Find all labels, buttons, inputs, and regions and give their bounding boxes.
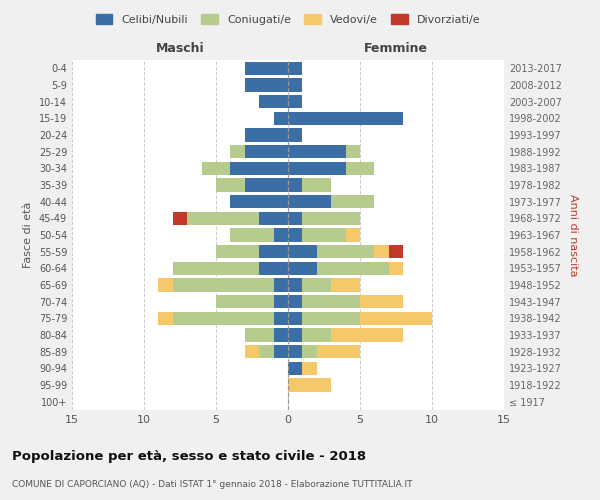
Bar [245,128,288,141]
Bar [274,312,288,325]
Bar [317,262,389,275]
Bar [288,62,302,75]
Bar [259,95,288,108]
Bar [302,178,331,192]
Bar [288,228,302,241]
Bar [288,245,317,258]
Bar [187,212,259,225]
Bar [173,212,187,225]
Bar [374,245,389,258]
Bar [331,278,360,291]
Bar [288,362,302,375]
Bar [302,295,360,308]
Bar [259,345,274,358]
Bar [302,345,317,358]
Bar [216,178,245,192]
Bar [288,195,331,208]
Bar [274,278,288,291]
Bar [230,162,288,175]
Bar [302,278,331,291]
Bar [302,312,360,325]
Bar [173,262,259,275]
Bar [302,362,317,375]
Bar [302,228,346,241]
Bar [288,378,331,392]
Bar [346,228,360,241]
Bar [288,95,302,108]
Bar [389,262,403,275]
Bar [245,62,288,75]
Bar [288,78,302,92]
Legend: Celibi/Nubili, Coniugati/e, Vedovi/e, Divorziati/e: Celibi/Nubili, Coniugati/e, Vedovi/e, Di… [92,10,484,28]
Bar [259,262,288,275]
Bar [216,245,259,258]
Bar [288,178,302,192]
Bar [302,328,331,342]
Bar [245,345,259,358]
Bar [173,278,274,291]
Bar [288,328,302,342]
Bar [245,178,288,192]
Text: Maschi: Maschi [155,42,205,55]
Bar [245,328,274,342]
Bar [288,145,346,158]
Bar [360,312,432,325]
Bar [230,145,245,158]
Text: Popolazione per età, sesso e stato civile - 2018: Popolazione per età, sesso e stato civil… [12,450,366,463]
Bar [288,312,302,325]
Bar [230,228,274,241]
Bar [288,162,346,175]
Bar [346,162,374,175]
Bar [389,245,403,258]
Bar [274,345,288,358]
Bar [158,278,173,291]
Bar [288,345,302,358]
Bar [317,345,360,358]
Bar [288,128,302,141]
Bar [317,245,374,258]
Y-axis label: Fasce di età: Fasce di età [23,202,33,268]
Bar [245,145,288,158]
Bar [288,262,317,275]
Bar [230,195,288,208]
Bar [274,328,288,342]
Bar [274,112,288,125]
Bar [158,312,173,325]
Bar [216,295,274,308]
Bar [288,295,302,308]
Y-axis label: Anni di nascita: Anni di nascita [568,194,578,276]
Text: COMUNE DI CAPORCIANO (AQ) - Dati ISTAT 1° gennaio 2018 - Elaborazione TUTTITALIA: COMUNE DI CAPORCIANO (AQ) - Dati ISTAT 1… [12,480,413,489]
Bar [259,245,288,258]
Text: Femmine: Femmine [364,42,428,55]
Bar [274,295,288,308]
Bar [331,195,374,208]
Bar [302,212,360,225]
Bar [288,112,403,125]
Bar [288,212,302,225]
Bar [173,312,274,325]
Bar [346,145,360,158]
Bar [259,212,288,225]
Bar [331,328,403,342]
Bar [360,295,403,308]
Bar [202,162,230,175]
Bar [245,78,288,92]
Bar [288,278,302,291]
Bar [274,228,288,241]
